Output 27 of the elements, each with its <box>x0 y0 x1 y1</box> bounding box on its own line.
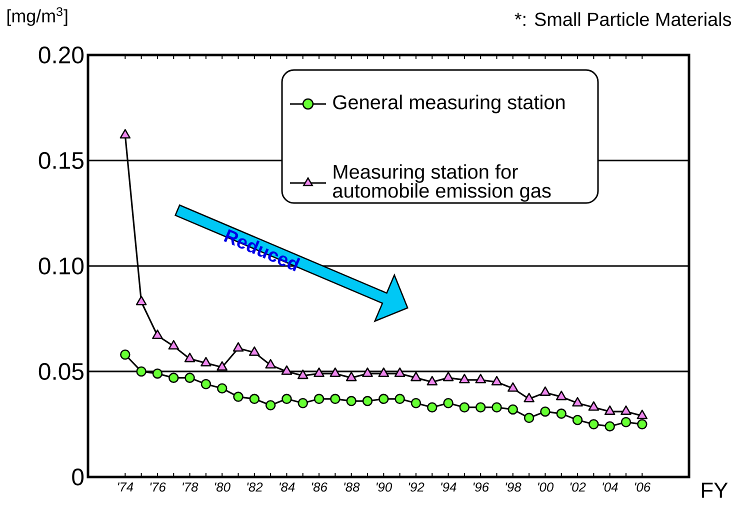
y-tick-label: 0.10 <box>38 258 84 274</box>
y-tick-label: 0.15 <box>38 152 84 169</box>
text: *: Small Particle Materials <box>514 12 732 26</box>
x-tick-label: '98 <box>506 482 522 492</box>
legend-label: Measuring station for automobile emission gas <box>333 164 551 202</box>
x-tick-label: '92 <box>408 482 424 492</box>
x-tick-label: '04 <box>602 482 618 492</box>
x-tick-label: '88 <box>344 482 360 492</box>
x-tick-label: '76 <box>150 482 166 492</box>
x-axis-title: FY <box>702 482 728 498</box>
y-axis-title: [mg/m$^{3}$] <box>7 7 68 26</box>
y-tick-label: 0.20 <box>38 46 84 64</box>
x-tick-label: '84 <box>280 482 295 492</box>
x-tick-label: '06 <box>634 482 651 492</box>
x-tick-label: '86 <box>312 482 328 492</box>
x-tick-label: '94 <box>441 482 456 492</box>
x-tick-label: '96 <box>473 482 490 492</box>
y-tick-label: 0.05 <box>38 363 84 380</box>
x-tick-label: '00 <box>538 482 554 492</box>
x-tick-label: '74 <box>118 482 134 492</box>
x-tick-label: '82 <box>247 482 263 492</box>
x-tick-label: '02 <box>570 482 586 492</box>
legend-label: General measuring station <box>333 94 565 114</box>
x-tick-label: '90 <box>376 482 392 492</box>
x-tick-label: '78 <box>182 482 198 492</box>
x-tick-label: '80 <box>214 482 230 492</box>
y-tick-label: 0 <box>72 468 84 486</box>
